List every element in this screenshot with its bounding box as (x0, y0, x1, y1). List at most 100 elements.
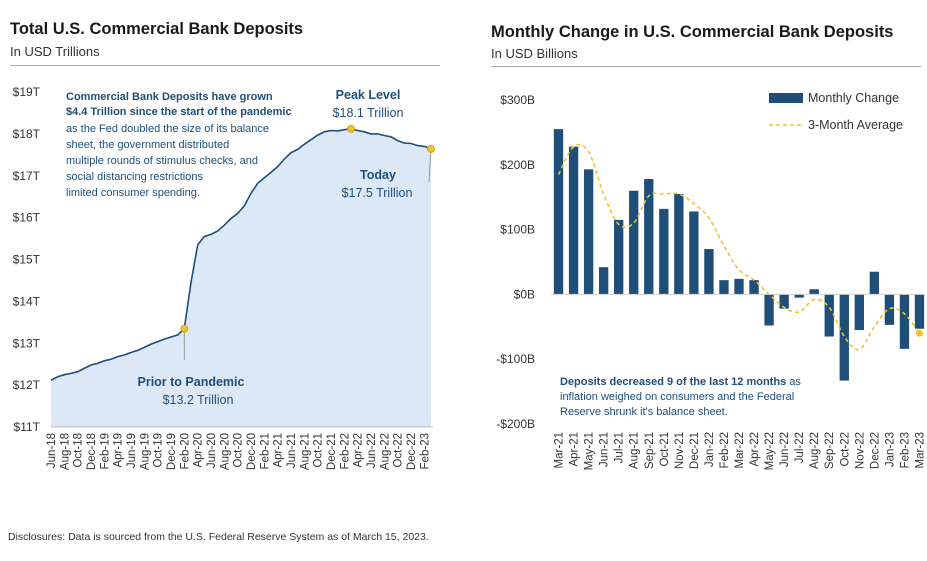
right-x-tick-label: Aug-22 (809, 432, 821, 469)
peak-label: Peak Level (336, 88, 401, 102)
right-x-tick-label: Jan-23 (884, 432, 896, 467)
left-x-tick-label: Feb-19 (99, 433, 111, 469)
left-x-tick-label: Jun-22 (366, 433, 378, 468)
right-x-tick-label: Oct-22 (839, 432, 851, 467)
monthly-change-bar (644, 179, 654, 295)
left-x-tick-label: Oct-19 (153, 433, 165, 468)
left-x-tick-label: Dec-18 (86, 433, 98, 470)
left-x-tick-label: Jun-19 (126, 433, 138, 468)
left-x-tick-label: Feb-22 (339, 433, 351, 469)
monthly-change-bar (914, 294, 925, 329)
average-end-marker (915, 329, 923, 337)
right-x-tick-label: Mar-22 (734, 432, 746, 468)
peak-marker (347, 124, 355, 133)
left-x-tick-label: Aug-22 (379, 433, 391, 470)
disclosure-text: Disclosures: Data is sourced from the U.… (8, 531, 429, 543)
monthly-change-bar (719, 280, 729, 295)
left-y-tick-label: $17T (13, 169, 41, 183)
right-chart-title: Monthly Change in U.S. Commercial Bank D… (491, 23, 894, 41)
monthly-change-bar (598, 267, 609, 295)
right-x-tick-label: Feb-23 (899, 432, 911, 468)
right-x-tick-label: Apr-21 (569, 432, 581, 467)
right-x-tick-label: Jul-22 (794, 432, 806, 463)
note-line-1: Deposits decreased 9 of the last 12 mont… (560, 376, 801, 388)
right-x-tick-label: Feb-22 (719, 432, 731, 468)
right-x-tick-label: Sep-21 (644, 432, 656, 469)
left-title-divider (10, 65, 440, 66)
right-x-tick-label: May-22 (764, 432, 776, 470)
left-x-tick-label: Dec-21 (326, 433, 338, 470)
monthly-change-bar (704, 249, 714, 295)
right-y-tick-label: -$200B (496, 417, 535, 431)
left-x-tick-label: Apr-22 (353, 433, 365, 468)
monthly-change-bar (899, 294, 910, 349)
deposits-line (50, 127, 432, 381)
left-x-tick-label: Jun-21 (286, 433, 298, 468)
note-line-3: Reserve shrunk it's balance sheet. (560, 406, 728, 418)
legend-bar-label: Monthly Change (808, 91, 899, 105)
left-x-tick-label: Dec-22 (406, 433, 418, 470)
right-x-tick-label: Nov-21 (674, 432, 686, 469)
monthly-change-bar (794, 294, 804, 298)
monthly-change-bar (854, 294, 864, 331)
left-y-tick-label: $11T (14, 420, 41, 434)
annotation-line-5: multiple rounds of stimulus checks, and (66, 155, 258, 167)
right-x-tick-label: Nov-22 (854, 432, 866, 469)
left-x-tick-label: Oct-20 (233, 433, 245, 468)
right-x-tick-label: Oct-21 (659, 432, 671, 467)
peak-value: $18.1 Trillion (333, 106, 404, 120)
left-x-tick-label: Apr-21 (273, 433, 285, 468)
deposits-area (51, 128, 431, 428)
monthly-change-bar (869, 271, 880, 295)
annotation-line-6: social distancing restrictions (66, 171, 203, 183)
note-rest-1: as (786, 376, 801, 388)
monthly-change-bar (553, 129, 564, 295)
left-y-tick-label: $19T (13, 85, 41, 99)
monthly-change-bar (734, 278, 744, 295)
left-x-tick-label: Dec-20 (246, 433, 258, 470)
left-x-tick-label: Aug-19 (139, 433, 151, 470)
right-x-tick-label: Jul-21 (614, 432, 626, 463)
prior-label: Prior to Pandemic (138, 375, 245, 389)
left-x-tick-label: Aug-21 (299, 433, 311, 470)
right-y-tick-label: $0B (514, 287, 535, 301)
annotation-line-3: as the Fed doubled the size of its balan… (66, 123, 269, 135)
left-y-tick-label: $13T (13, 336, 41, 350)
left-x-tick-label: Oct-21 (313, 433, 325, 468)
today-value: $17.5 Trillion (342, 186, 413, 200)
left-x-tick-label: Jun-20 (206, 433, 218, 468)
monthly-change-bar (629, 190, 639, 295)
monthly-change-bar (689, 211, 699, 295)
right-chart-subtitle: In USD Billions (491, 46, 578, 61)
right-y-tick-label: $200B (500, 158, 535, 172)
monthly-change-bar (614, 219, 624, 295)
right-x-tick-label: Aug-21 (629, 432, 641, 469)
left-y-tick-label: $16T (13, 211, 41, 225)
right-title-divider (491, 66, 921, 67)
left-x-tick-label: Oct-18 (73, 433, 85, 468)
monthly-change-bar (583, 169, 594, 295)
monthly-change-bar (568, 146, 579, 295)
left-y-tick-label: $15T (13, 253, 41, 267)
right-y-tick-label: $300B (500, 93, 535, 107)
left-x-tick-label: Feb-23 (419, 433, 431, 469)
legend-bar-swatch (769, 93, 803, 103)
right-x-tick-label: Dec-21 (689, 432, 701, 469)
right-x-tick-label: Jan-22 (704, 432, 716, 467)
monthly-change-bar (779, 294, 789, 309)
annotation-line-7: limited consumer spending. (66, 187, 200, 199)
note-bold: Deposits decreased 9 of the last 12 mont… (560, 376, 786, 388)
right-x-tick-label: Jun-21 (599, 432, 611, 467)
note-line-2: inflation weighed on consumers and the F… (560, 391, 794, 403)
right-x-tick-label: May-21 (584, 432, 596, 470)
left-x-tick-label: Oct-22 (393, 433, 405, 468)
monthly-change-bar (659, 208, 669, 295)
monthly-change-bar (674, 193, 684, 295)
left-x-tick-label: Apr-19 (113, 433, 125, 468)
left-x-tick-label: Aug-20 (219, 433, 231, 470)
right-x-tick-label: Sep-22 (824, 432, 836, 469)
monthly-change-bar (884, 294, 895, 325)
annotation-bold-line-2: $4.4 Trillion since the start of the pan… (66, 106, 292, 118)
right-x-tick-label: Jun-22 (779, 432, 791, 467)
